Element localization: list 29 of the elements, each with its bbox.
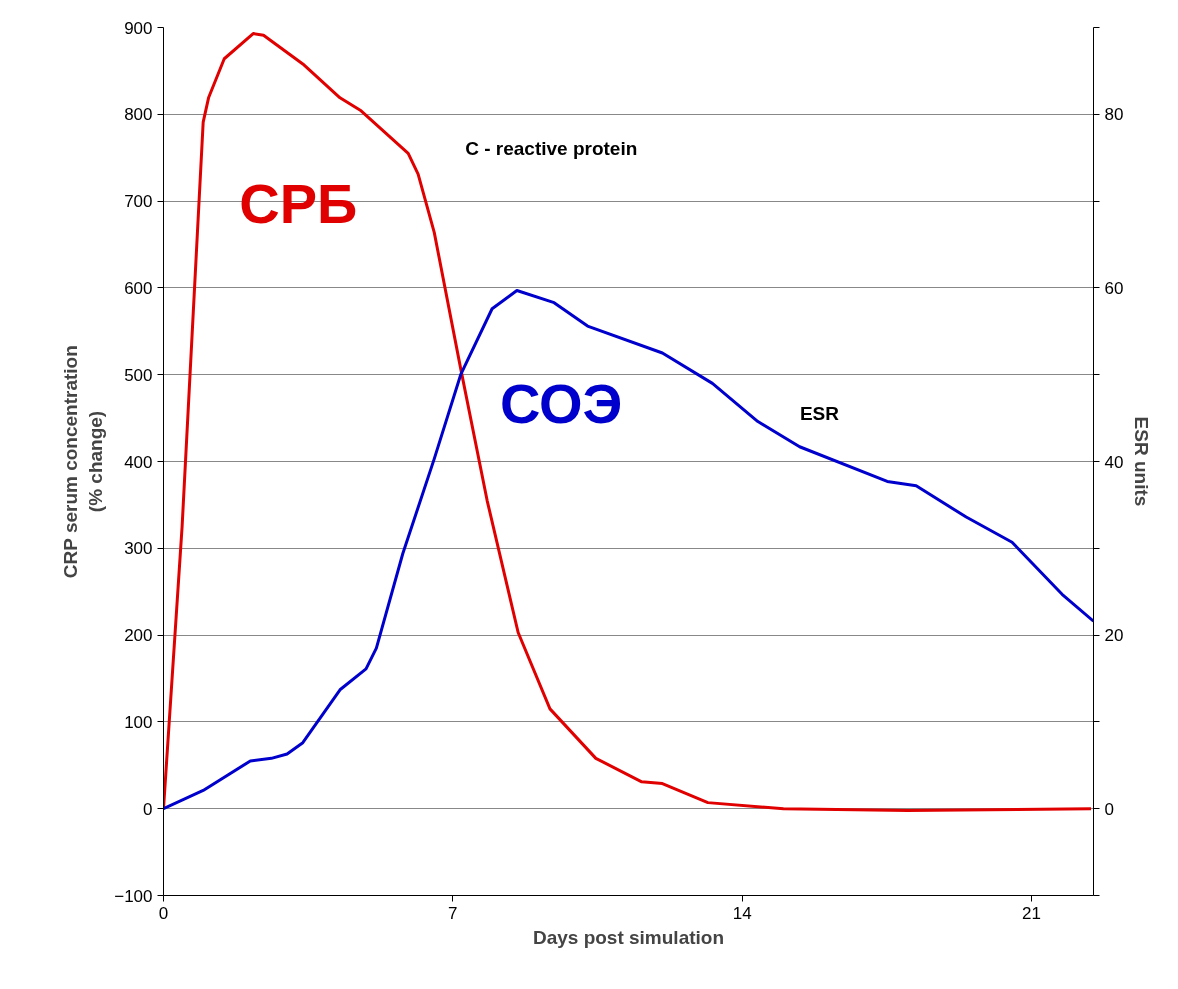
- annotation: ESR: [799, 403, 840, 424]
- x-axis-title: Days post simulation: [532, 926, 725, 948]
- series-label: СРБ: [239, 172, 358, 236]
- x-tick-label: 14: [732, 903, 752, 923]
- x-tick-label: 7: [448, 903, 458, 923]
- y-tick-label: 100: [124, 712, 153, 732]
- series-label: СОЭ: [499, 372, 623, 435]
- y-tick-label: 200: [124, 626, 153, 646]
- y-axis-title: CRP serum concentration (% change): [60, 345, 107, 579]
- annotation: C - reactive protein: [465, 138, 638, 160]
- line-series: [163, 289, 1094, 811]
- x-tick-label: 0: [158, 903, 169, 923]
- y2-tick-label: 60: [1104, 278, 1124, 298]
- y-tick-label: 700: [124, 192, 153, 212]
- y-tick-label: 800: [124, 105, 153, 125]
- y-tick-label: 600: [124, 278, 153, 298]
- y-tick-label: 500: [124, 365, 153, 385]
- y-tick-label: 300: [124, 539, 153, 559]
- y-tick-label: 400: [124, 452, 153, 472]
- x-tick-label: 21: [1022, 903, 1041, 923]
- y-tick-label: 900: [124, 18, 153, 38]
- y2-axis-title: ESR units: [1131, 416, 1153, 507]
- y-tick-label: 0: [143, 799, 153, 819]
- y-tick-label: −100: [114, 886, 153, 906]
- y2-tick-label: 0: [1104, 799, 1114, 819]
- y2-tick-label: 80: [1104, 105, 1124, 125]
- line-series: [163, 32, 1093, 812]
- y2-tick-label: 40: [1104, 452, 1124, 472]
- y2-tick-label: 20: [1104, 626, 1124, 646]
